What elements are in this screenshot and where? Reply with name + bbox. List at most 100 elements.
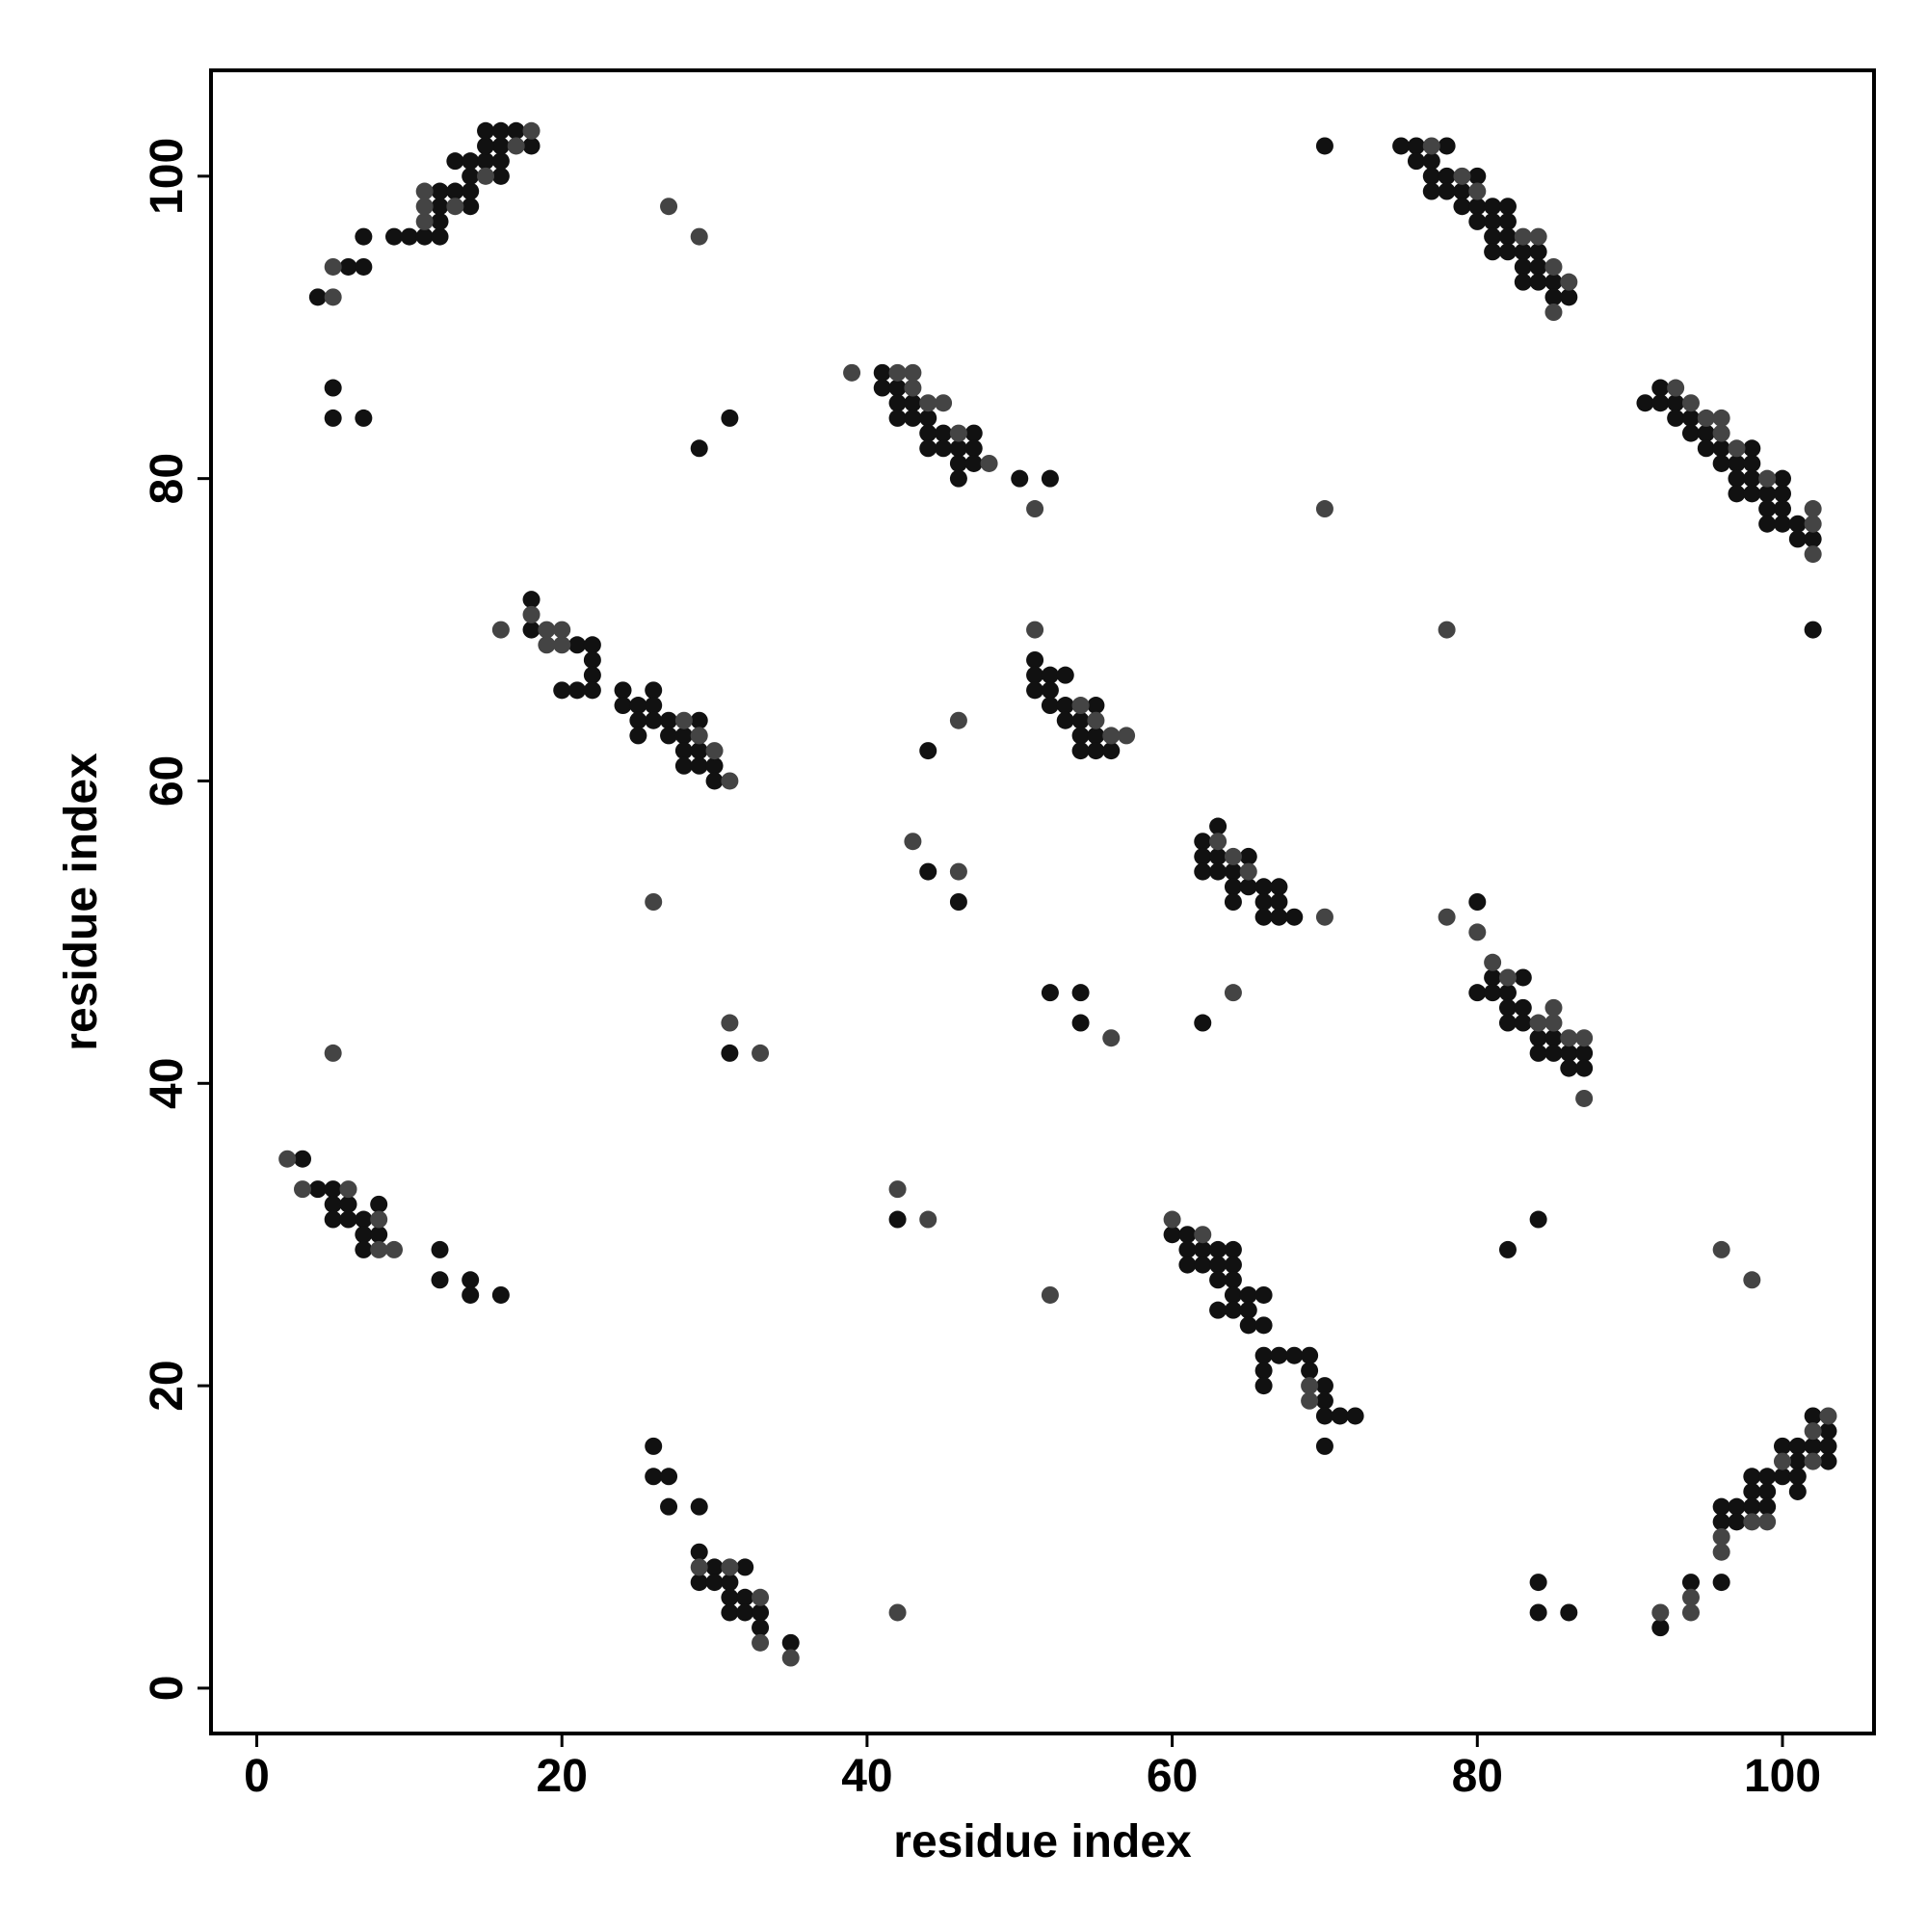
point xyxy=(752,1588,770,1606)
point xyxy=(752,1619,770,1637)
point xyxy=(1544,1014,1563,1032)
point xyxy=(674,742,693,760)
point xyxy=(1758,1468,1777,1486)
point xyxy=(415,182,434,200)
point xyxy=(477,121,495,140)
point xyxy=(431,212,449,230)
point xyxy=(1041,984,1059,1002)
point xyxy=(690,756,708,775)
point xyxy=(1224,893,1242,911)
point xyxy=(1712,1497,1730,1516)
x-tick-label: 20 xyxy=(537,1751,588,1802)
point xyxy=(1514,243,1532,261)
x-tick-label: 80 xyxy=(1452,1751,1503,1802)
x-tick-label: 100 xyxy=(1744,1751,1821,1802)
point xyxy=(568,636,587,654)
point xyxy=(1681,1588,1700,1606)
point xyxy=(431,1240,449,1258)
point xyxy=(1544,998,1563,1017)
point xyxy=(1041,681,1059,700)
point xyxy=(553,636,571,654)
point xyxy=(1560,1059,1578,1077)
point xyxy=(1773,1468,1791,1486)
point xyxy=(1301,1346,1319,1364)
point xyxy=(1315,137,1333,155)
point xyxy=(1819,1422,1837,1441)
point xyxy=(645,893,663,911)
point xyxy=(1667,394,1685,412)
point xyxy=(339,1180,357,1199)
point xyxy=(1498,212,1517,230)
point xyxy=(583,636,601,654)
point xyxy=(491,152,510,171)
point xyxy=(904,363,922,382)
point xyxy=(385,1240,404,1258)
y-tick-label: 100 xyxy=(142,138,193,215)
point xyxy=(919,1210,937,1229)
point xyxy=(1681,1603,1700,1622)
point xyxy=(1041,469,1059,488)
point xyxy=(1743,1271,1761,1289)
point xyxy=(355,1226,373,1244)
point xyxy=(1560,273,1578,291)
point xyxy=(1224,984,1242,1002)
point xyxy=(1224,1256,1242,1274)
point xyxy=(415,198,434,216)
point xyxy=(1636,394,1654,412)
point xyxy=(446,198,464,216)
point xyxy=(1026,650,1044,669)
point xyxy=(1270,908,1288,926)
point xyxy=(1239,1285,1257,1304)
point xyxy=(370,1240,388,1258)
point xyxy=(1514,968,1532,987)
point xyxy=(1026,621,1044,639)
point xyxy=(1438,137,1456,155)
point xyxy=(1743,439,1761,458)
point xyxy=(1575,1089,1594,1107)
point xyxy=(919,439,937,458)
point xyxy=(1529,1044,1547,1062)
point xyxy=(690,1497,708,1516)
point xyxy=(1239,1301,1257,1319)
point xyxy=(674,756,693,775)
point xyxy=(1529,1574,1547,1592)
point xyxy=(431,1271,449,1289)
x-tick-label: 0 xyxy=(244,1751,270,1802)
point xyxy=(904,833,922,851)
point xyxy=(446,152,464,171)
point xyxy=(1804,1407,1822,1425)
point xyxy=(1254,1285,1273,1304)
point xyxy=(1728,485,1746,503)
point xyxy=(370,1226,388,1244)
point xyxy=(1728,1497,1746,1516)
point xyxy=(1254,878,1273,896)
point xyxy=(1804,515,1822,533)
point xyxy=(1728,454,1746,472)
point xyxy=(949,454,967,472)
point xyxy=(629,697,647,715)
point xyxy=(705,756,724,775)
point xyxy=(1758,1513,1777,1531)
point xyxy=(1194,862,1212,881)
y-tick-label: 0 xyxy=(142,1676,193,1702)
point xyxy=(1209,817,1227,835)
point xyxy=(1392,137,1411,155)
point xyxy=(1498,243,1517,261)
point xyxy=(904,379,922,397)
point xyxy=(1514,257,1532,276)
point xyxy=(949,424,967,442)
point xyxy=(873,363,891,382)
point xyxy=(308,1180,327,1199)
point xyxy=(1758,485,1777,503)
point xyxy=(1254,1316,1273,1335)
point xyxy=(873,379,891,397)
point xyxy=(339,1195,357,1213)
point xyxy=(1194,833,1212,851)
point xyxy=(919,424,937,442)
point xyxy=(1254,1377,1273,1395)
point xyxy=(1102,742,1121,760)
point xyxy=(1773,515,1791,533)
point xyxy=(1712,439,1730,458)
point xyxy=(583,681,601,700)
point xyxy=(1758,469,1777,488)
